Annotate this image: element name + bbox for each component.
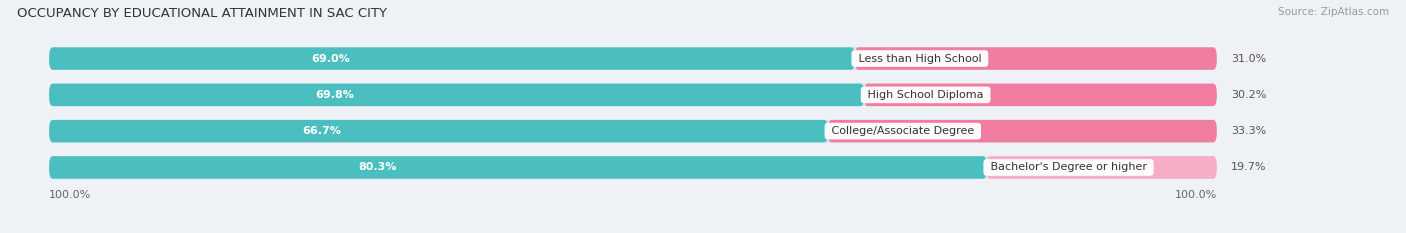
Text: OCCUPANCY BY EDUCATIONAL ATTAINMENT IN SAC CITY: OCCUPANCY BY EDUCATIONAL ATTAINMENT IN S… bbox=[17, 7, 387, 20]
FancyBboxPatch shape bbox=[828, 120, 1216, 142]
FancyBboxPatch shape bbox=[49, 120, 1216, 142]
Text: 19.7%: 19.7% bbox=[1230, 162, 1267, 172]
FancyBboxPatch shape bbox=[855, 47, 1216, 70]
Text: 66.7%: 66.7% bbox=[302, 126, 342, 136]
Text: 33.3%: 33.3% bbox=[1230, 126, 1265, 136]
Text: 30.2%: 30.2% bbox=[1230, 90, 1267, 100]
Text: 100.0%: 100.0% bbox=[1174, 190, 1216, 200]
Text: High School Diploma: High School Diploma bbox=[865, 90, 987, 100]
FancyBboxPatch shape bbox=[49, 84, 1216, 106]
Text: Source: ZipAtlas.com: Source: ZipAtlas.com bbox=[1278, 7, 1389, 17]
FancyBboxPatch shape bbox=[49, 156, 987, 179]
FancyBboxPatch shape bbox=[49, 47, 855, 70]
Text: 69.8%: 69.8% bbox=[315, 90, 354, 100]
Text: Bachelor's Degree or higher: Bachelor's Degree or higher bbox=[987, 162, 1150, 172]
FancyBboxPatch shape bbox=[49, 84, 865, 106]
Text: 100.0%: 100.0% bbox=[49, 190, 91, 200]
Text: College/Associate Degree: College/Associate Degree bbox=[828, 126, 977, 136]
Text: 69.0%: 69.0% bbox=[312, 54, 350, 64]
FancyBboxPatch shape bbox=[865, 84, 1216, 106]
FancyBboxPatch shape bbox=[49, 47, 1216, 70]
Text: Less than High School: Less than High School bbox=[855, 54, 986, 64]
FancyBboxPatch shape bbox=[49, 156, 1216, 179]
FancyBboxPatch shape bbox=[987, 156, 1216, 179]
FancyBboxPatch shape bbox=[49, 120, 828, 142]
Text: 31.0%: 31.0% bbox=[1230, 54, 1265, 64]
Text: 80.3%: 80.3% bbox=[359, 162, 396, 172]
